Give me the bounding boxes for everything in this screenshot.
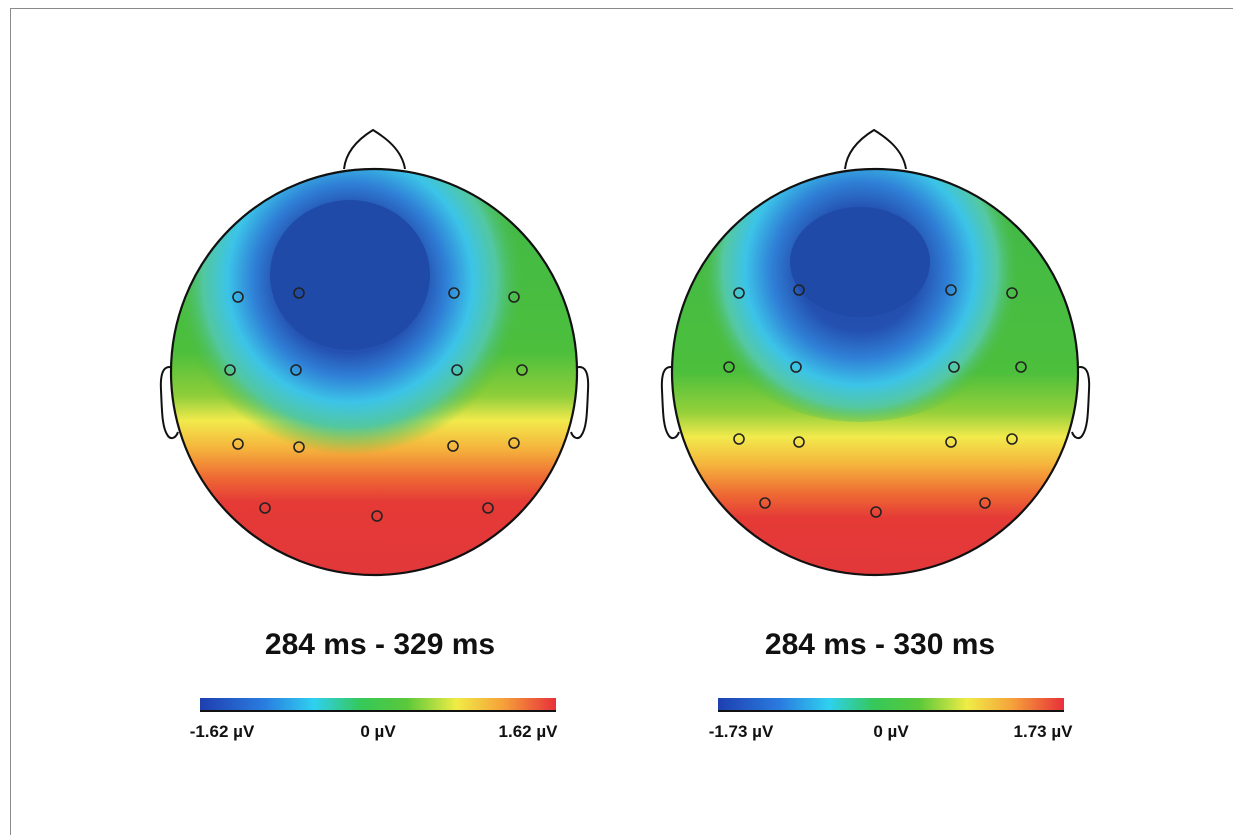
colorbar-min-label: -1.62 µV <box>190 722 255 741</box>
topomap-panel-1: 284 ms - 329 ms -1.62 µV 0 µV 1.62 µV <box>159 128 590 741</box>
electrode <box>733 433 745 445</box>
electrode-markers <box>723 284 1027 518</box>
electrode <box>733 287 745 299</box>
electrode <box>508 291 520 303</box>
scalp-potential-map <box>672 169 1078 575</box>
electrode <box>371 510 383 522</box>
scalp-potential-map <box>171 169 577 575</box>
electrode <box>447 440 459 452</box>
electrode <box>290 364 302 376</box>
electrode <box>793 436 805 448</box>
electrode <box>979 497 991 509</box>
head-outline <box>670 167 1080 577</box>
electrode <box>1006 433 1018 445</box>
electrode <box>1006 287 1018 299</box>
electrode <box>793 284 805 296</box>
electrode <box>451 364 463 376</box>
electrode <box>293 441 305 453</box>
electrode <box>224 364 236 376</box>
electrode-markers <box>224 287 528 522</box>
electrode <box>259 502 271 514</box>
electrode <box>723 361 735 373</box>
electrode <box>232 438 244 450</box>
electrode <box>790 361 802 373</box>
electrode <box>482 502 494 514</box>
electrode <box>945 284 957 296</box>
colorbar-mid-label: 0 µV <box>873 722 909 741</box>
figure-frame <box>10 8 1233 835</box>
electrode <box>516 364 528 376</box>
topomap-panel-2: 284 ms - 330 ms -1.73 µV 0 µV 1.73 µV <box>660 128 1091 741</box>
electrode <box>945 436 957 448</box>
panel-2-title: 284 ms - 330 ms <box>765 628 995 661</box>
nose-icon <box>343 128 406 170</box>
electrode <box>232 291 244 303</box>
colorbar-gradient <box>200 698 556 710</box>
panel-2-colorbar: -1.73 µV 0 µV 1.73 µV <box>709 698 1073 741</box>
electrode <box>759 497 771 509</box>
nose-icon <box>844 128 907 170</box>
electrode <box>293 287 305 299</box>
electrode <box>1015 361 1027 373</box>
colorbar-max-label: 1.73 µV <box>1014 722 1074 741</box>
electrode <box>948 361 960 373</box>
electrode <box>448 287 460 299</box>
electrode <box>870 506 882 518</box>
colorbar-max-label: 1.62 µV <box>499 722 559 741</box>
colorbar-mid-label: 0 µV <box>360 722 396 741</box>
colorbar-min-label: -1.73 µV <box>709 722 774 741</box>
electrode <box>508 437 520 449</box>
panel-1-title: 284 ms - 329 ms <box>265 628 495 661</box>
colorbar-gradient <box>718 698 1064 710</box>
panel-1-colorbar: -1.62 µV 0 µV 1.62 µV <box>190 698 558 741</box>
head-outline <box>169 167 579 577</box>
